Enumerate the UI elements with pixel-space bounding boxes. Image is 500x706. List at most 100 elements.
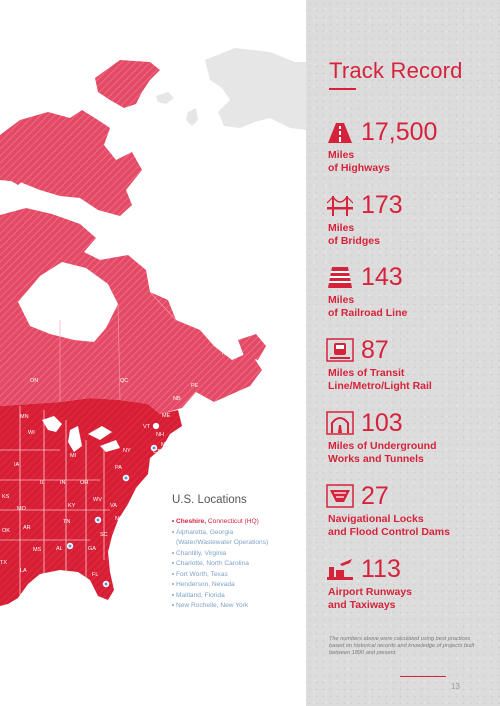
- map-label-ar: AR: [23, 525, 31, 531]
- stat-label-line: Miles: [328, 294, 355, 306]
- map-label-on: ON: [30, 378, 39, 384]
- bridge-icon: [326, 196, 354, 216]
- location-name: Henderson, Nevada: [176, 581, 235, 588]
- location-item: Henderson, Nevada: [172, 580, 312, 591]
- stat-transit: 87 Miles of Transit Line/Metro/Light Rai…: [326, 335, 494, 392]
- title-divider: [329, 88, 356, 90]
- map-label-sc: SC: [100, 532, 108, 538]
- map-label-pe: PE: [191, 383, 199, 389]
- stat-airport: 113 Airport Runways and Taxiways: [326, 554, 494, 611]
- location-item: Maitland, Florida: [172, 591, 312, 602]
- map-label-ok: OK: [2, 528, 10, 534]
- stat-value: 87: [361, 336, 389, 364]
- map-label-ct: CT: [153, 449, 161, 455]
- location-name: Maitland, Florida: [176, 591, 225, 599]
- location-item: Chantilly, Virginia: [172, 549, 312, 560]
- stat-label-line: Navigational Locks: [328, 513, 424, 525]
- location-item: Alpharetta, Georgia: [172, 528, 312, 539]
- stat-label-line: Line/Metro/Light Rail: [328, 379, 432, 392]
- map-label-nh: NH: [156, 432, 164, 438]
- north-america-map: ON QC NL PE NB NS MN WI MI IA IL IN OH P…: [0, 48, 306, 606]
- map-label-nj: NJ: [147, 476, 154, 482]
- canada-islands-shape: [0, 130, 90, 185]
- map-label-ia: IA: [14, 462, 20, 468]
- location-name: New Rochelle, New York: [176, 602, 249, 609]
- location-name: Chantilly, Virginia: [176, 549, 227, 557]
- bullet-icon: [172, 593, 174, 596]
- stat-value: 27: [361, 482, 389, 510]
- bullet-icon: [172, 604, 174, 607]
- hudson-bay-shape: [18, 262, 118, 342]
- stat-tunnels: 103 Miles of Underground Works and Tunne…: [326, 408, 494, 465]
- stat-value: 173: [361, 191, 403, 219]
- location-pins: [66, 421, 161, 588]
- railroad-icon: [328, 267, 352, 288]
- map-label-al: AL: [56, 546, 63, 552]
- map-label-nb: NB: [173, 396, 181, 402]
- map-label-ny: NY: [123, 448, 131, 454]
- location-item-note: (Water/Wastewater Operations): [176, 539, 269, 546]
- hq-state: Connecticut (HQ): [207, 518, 259, 525]
- map-label-oh: OH: [80, 480, 89, 486]
- hq-city: Cheshire,: [176, 518, 207, 525]
- map-label-tn: TN: [63, 519, 71, 525]
- location-name: Fort Worth, Texas: [176, 570, 228, 578]
- map-label-fl: FL: [92, 572, 99, 578]
- canada-mainland-shape: [0, 208, 262, 414]
- location-item: Charlotte, North Carolina: [172, 559, 312, 570]
- stat-highways: 17,500 Miles of Highways: [326, 117, 494, 174]
- map-label-in: IN: [60, 480, 66, 486]
- location-item: New Rochelle, New York: [172, 601, 312, 612]
- highway-icon: [328, 123, 352, 143]
- map-label-ky: KY: [68, 503, 76, 509]
- stat-locks-dams: 27 Navigational Locks and Flood Control …: [326, 481, 494, 538]
- map-label-mn: MN: [20, 414, 29, 420]
- map-label-ga: GA: [88, 546, 96, 552]
- stat-label-line: Miles of Underground: [328, 440, 437, 452]
- great-lakes-shape: [42, 416, 120, 452]
- lock-dam-icon: [326, 484, 354, 508]
- map-label-va: VA: [110, 503, 117, 509]
- stat-label-line: and Flood Control Dams: [328, 525, 450, 538]
- province-borders: [59, 291, 177, 402]
- map-label-pa: PA: [115, 465, 122, 471]
- airport-icon: [327, 559, 353, 580]
- map-label-ns: NS: [194, 397, 202, 403]
- stat-label-line: of Railroad Line: [328, 306, 408, 319]
- tunnel-icon: [326, 411, 354, 435]
- map-label-nc: NC: [115, 516, 123, 522]
- track-record-title: Track Record: [329, 58, 463, 83]
- footnote: The numbers above were calculated using …: [329, 636, 475, 656]
- stat-value: 103: [361, 409, 403, 437]
- stat-value: 143: [361, 263, 403, 291]
- map-label-me: ME: [162, 413, 171, 419]
- map-label-md: MD: [137, 492, 146, 498]
- map-label-qc: QC: [120, 378, 129, 384]
- bullet-icon: [172, 530, 174, 533]
- canada-arctic-shape: [0, 110, 142, 216]
- stat-label: Miles of Underground Works and Tunnels: [326, 440, 494, 465]
- bullet-icon: [172, 562, 174, 565]
- state-borders: [0, 406, 110, 606]
- stat-bridges: 173 Miles of Bridges: [326, 190, 494, 247]
- location-item-hq: Cheshire, Connecticut (HQ): [172, 517, 312, 528]
- map-label-ma: MA: [161, 442, 170, 448]
- stat-label: Miles of Railroad Line: [326, 294, 494, 319]
- map-label-ri: RI: [165, 456, 171, 462]
- greenland-shape: [95, 60, 160, 108]
- stat-label: Miles of Highways: [326, 149, 494, 174]
- stat-value: 17,500: [361, 118, 438, 146]
- stat-label-line: Miles of Transit: [328, 367, 405, 379]
- page-number: 13: [451, 682, 460, 691]
- newfoundland-shape: [238, 334, 266, 360]
- stat-label-line: Miles: [328, 149, 355, 161]
- stat-label-line: and Taxiways: [328, 598, 396, 611]
- map-label-ms: MS: [33, 547, 42, 553]
- iceland-shape: [156, 92, 174, 104]
- map-label-la: LA: [20, 568, 27, 574]
- bullet-icon: [172, 572, 174, 575]
- location-item: Fort Worth, Texas: [172, 570, 312, 581]
- stat-label-line: of Highways: [328, 161, 390, 174]
- map-label-ks: KS: [2, 494, 10, 500]
- map-label-wi: WI: [28, 430, 35, 436]
